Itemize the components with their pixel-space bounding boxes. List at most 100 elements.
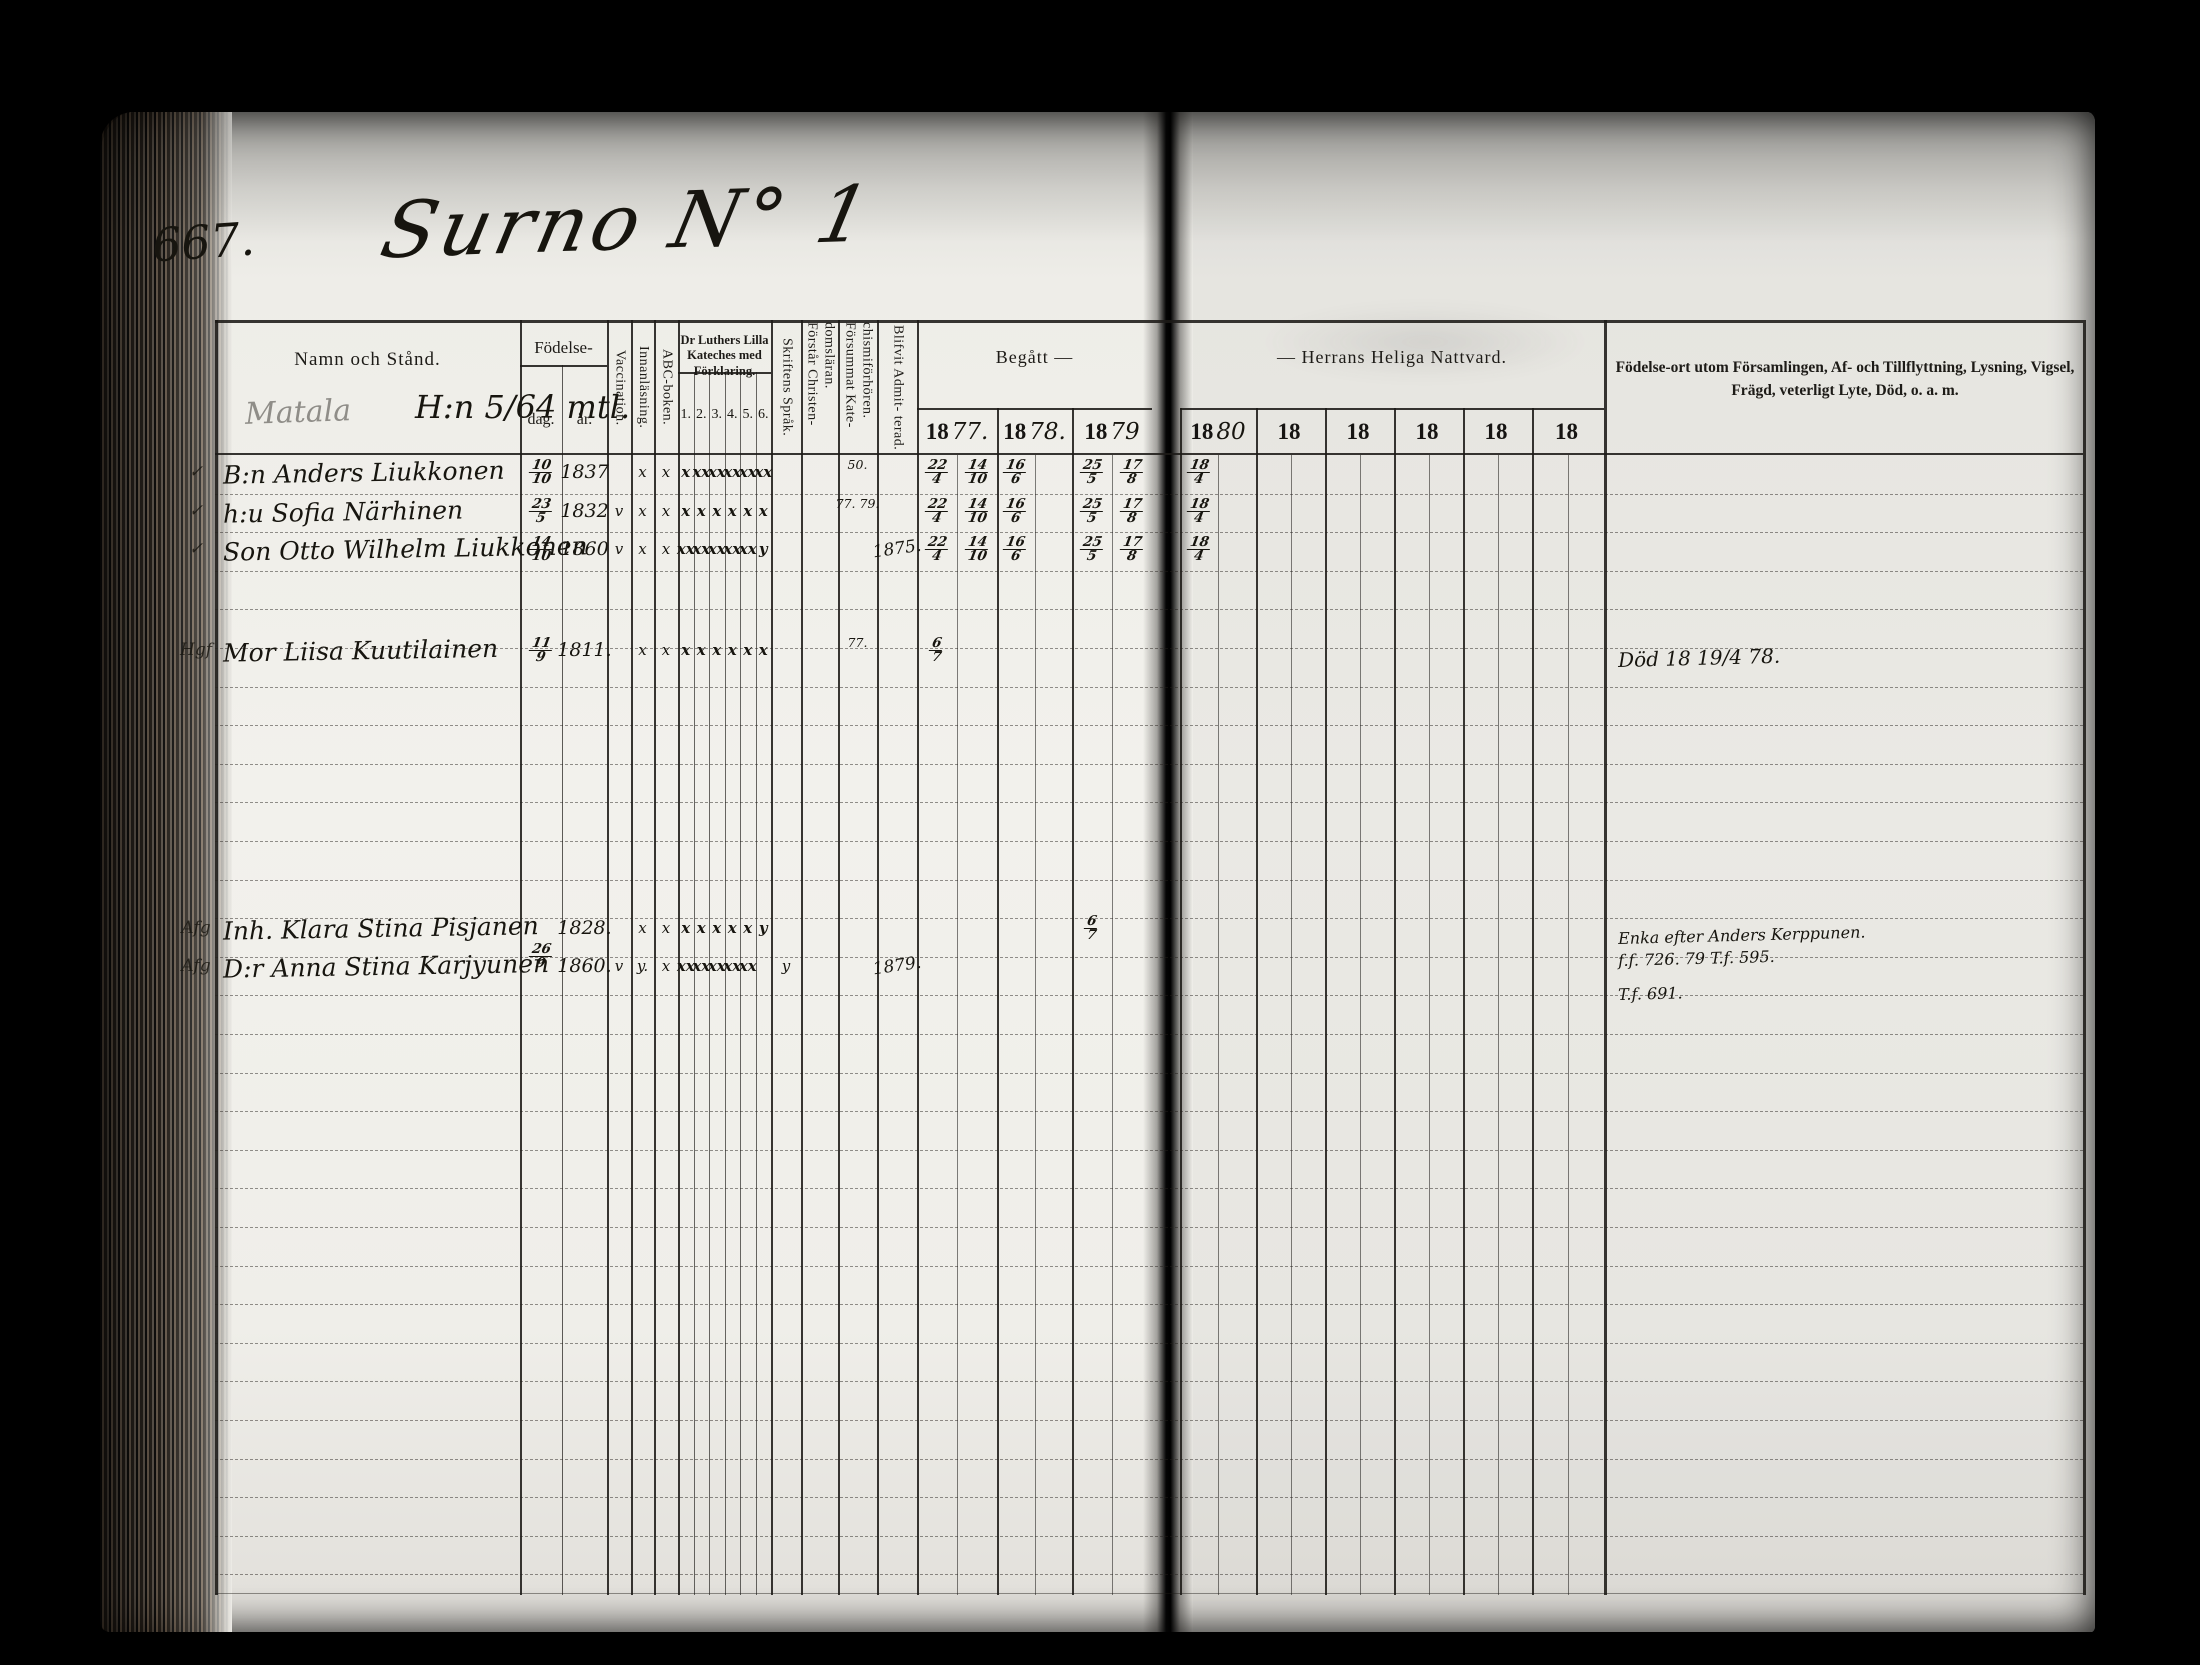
header-skriftens-label: Skriftens Språk. [779, 338, 795, 437]
grid-line [654, 320, 656, 1595]
grid-line [1290, 455, 1292, 1595]
row-rule [215, 1458, 2083, 1460]
header-blifvit-label: Blifvit Admit- terad. [890, 324, 906, 451]
year-header: 18 [1394, 408, 1463, 455]
cell-forsummat-note: 50. [847, 456, 868, 472]
cell-katekes-mark: xx [676, 540, 695, 558]
header-abc-label: ABC-boken. [659, 349, 675, 426]
cell-katekes-mark: xx [707, 957, 726, 975]
cell-katekes-mark: x [743, 502, 753, 520]
cell-katekes-mark: x [681, 919, 691, 937]
row-rule [215, 1342, 2083, 1344]
grid-line [1112, 455, 1113, 1595]
grid-line [1428, 455, 1430, 1595]
cell-birth-day: 14 10 [528, 533, 554, 564]
grid-line [520, 320, 522, 1595]
cell-katekes-mark: x [696, 641, 706, 659]
grid-line [1218, 455, 1219, 1595]
cell-katekes-mark: xx [676, 957, 695, 975]
year-written: 80 [1216, 418, 1246, 445]
row-rule [215, 1304, 2083, 1306]
cell-innanlasning-mark: x [638, 919, 647, 937]
cell-katekes-mark: xx [692, 463, 711, 481]
cell-katekes-mark: xx [723, 540, 742, 558]
cell-katekes-mark: xx [754, 463, 773, 481]
row-rule [215, 1497, 2083, 1499]
header-blifvit-admitterad: Blifvit Admit- terad. [877, 322, 917, 453]
grid-line [215, 320, 2083, 323]
grid-line [1072, 408, 1074, 1595]
header-namn-och-stand: Namn och Stånd. [294, 349, 441, 370]
margin-mark: Hgf [180, 640, 212, 660]
header-forsummat-katechismiforhoren: Försummat Kate- chismiförhören. [838, 322, 877, 453]
grid-line [215, 453, 2083, 455]
grid-line [520, 365, 607, 367]
cell-katekes-mark: xx [692, 540, 711, 558]
cell-innanlasning-mark: y. [636, 957, 649, 975]
cell-abc-mark: x [661, 463, 671, 481]
cell-katekes-mark: x [743, 641, 753, 659]
grid-line [631, 320, 633, 1595]
cell-birth-year: 1828. [557, 917, 612, 939]
cell-admitted-year: 1879. [871, 952, 923, 980]
row-rule [215, 956, 2083, 958]
ledger-table: 18 77. 18 78. 18 79 18 80 18 18 18 18 18 1. 2. 3. 4. 5. 6.… [180, 320, 2086, 1595]
row-rule [215, 802, 2083, 804]
row-rule [215, 1420, 2083, 1421]
communion-date: 18 4 [1186, 495, 1212, 526]
grid-line [1256, 408, 1258, 1595]
cell-forsummat-note: 77. [847, 634, 868, 650]
cell-name: Inh. Klara Stina Pisjanen [222, 910, 540, 946]
grid-line [693, 372, 695, 1595]
cell-katekes-mark: x [712, 641, 722, 659]
year-written: 79 [1110, 418, 1140, 445]
grid-line [740, 372, 741, 1595]
grid-line [1325, 408, 1327, 1595]
grid-line [1532, 408, 1534, 1595]
communion-date: 25 5 [1079, 456, 1105, 487]
communion-date: 16 6 [1003, 495, 1029, 526]
scan-shadow [100, 112, 2095, 242]
communion-date: 14 10 [964, 533, 990, 564]
cell-birth-year: 1860. [557, 955, 612, 977]
row-rule [215, 1535, 2083, 1537]
communion-date: 17 8 [1119, 533, 1145, 564]
year-header: 18 [1256, 408, 1325, 455]
cell-name: D:r Anna Stina Karjyunen [222, 948, 550, 984]
year-printed: 18 [925, 418, 949, 444]
header-innanlasning-label: Innanläsning. [635, 346, 651, 429]
row-rule [215, 1188, 2083, 1190]
grid-line [562, 365, 563, 1595]
cell-admitted-year: 1875. [871, 535, 923, 563]
year-header: 18 80 [1180, 408, 1256, 455]
communion-date: 18 4 [1186, 533, 1212, 564]
grid-line [709, 372, 710, 1595]
grid-line [917, 320, 919, 1595]
grid-line [1604, 320, 1607, 1595]
book-fore-edge-texture [100, 112, 232, 1632]
cell-katekes-mark: x [681, 502, 691, 520]
book-gutter [1143, 112, 1193, 1632]
communion-date: 22 4 [924, 533, 950, 564]
katekes-col-number: 6. [758, 407, 769, 422]
cell-abc-mark: x [661, 540, 671, 558]
margin-mark: ✓ [188, 539, 204, 559]
cell-katekes-mark: y [758, 919, 768, 937]
row-note: Död 18 19/4 78. [1617, 643, 1781, 673]
row-rule [215, 918, 2083, 920]
margin-mark: ✓ [188, 462, 204, 482]
row-rule [215, 841, 2083, 842]
katekes-col-number: 4. [727, 407, 738, 422]
row-rule [215, 1111, 2083, 1113]
cell-birth-year: 1860 [560, 538, 609, 560]
katekes-col-number: 2. [696, 407, 707, 422]
cell-abc-mark: x [661, 502, 671, 520]
cell-katekes-mark: x [681, 641, 691, 659]
grid-line [215, 1593, 2083, 1594]
cell-katekes-mark: x [758, 502, 768, 520]
cell-katekes-mark: xx [723, 957, 742, 975]
cell-katekes-mark: xx [738, 463, 757, 481]
cell-katekes-mark: xx [707, 540, 726, 558]
year-header: 18 [1463, 408, 1532, 455]
